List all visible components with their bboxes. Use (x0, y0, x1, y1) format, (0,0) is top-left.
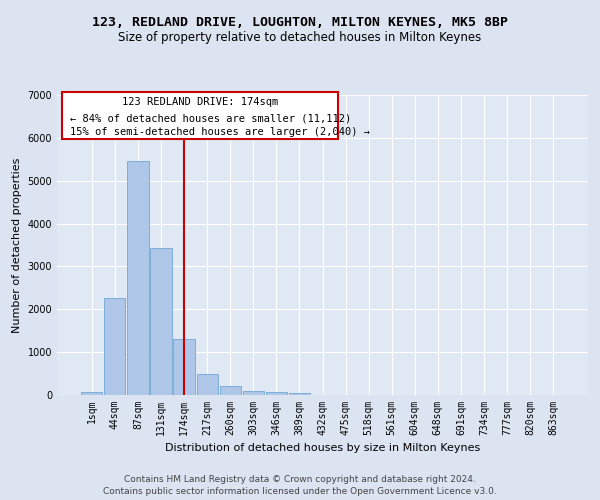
Text: Contains public sector information licensed under the Open Government Licence v3: Contains public sector information licen… (103, 488, 497, 496)
Text: 15% of semi-detached houses are larger (2,040) →: 15% of semi-detached houses are larger (… (70, 126, 370, 136)
Bar (220, 386, 241, 395)
Bar (289, 392, 310, 395)
Text: 123, REDLAND DRIVE, LOUGHTON, MILTON KEYNES, MK5 8BP: 123, REDLAND DRIVE, LOUGHTON, MILTON KEY… (92, 16, 508, 29)
Y-axis label: Number of detached properties: Number of detached properties (12, 158, 22, 332)
Text: Contains HM Land Registry data © Crown copyright and database right 2024.: Contains HM Land Registry data © Crown c… (124, 474, 476, 484)
FancyBboxPatch shape (62, 92, 338, 138)
Bar (242, 390, 264, 395)
Bar (173, 340, 194, 395)
Bar (127, 162, 149, 395)
Text: Size of property relative to detached houses in Milton Keynes: Size of property relative to detached ho… (118, 31, 482, 44)
Bar (266, 392, 287, 395)
Text: ← 84% of detached houses are smaller (11,112): ← 84% of detached houses are smaller (11… (70, 113, 352, 123)
Bar (197, 374, 218, 395)
Bar (81, 392, 103, 395)
Bar (151, 248, 172, 395)
Text: 123 REDLAND DRIVE: 174sqm: 123 REDLAND DRIVE: 174sqm (122, 96, 278, 106)
X-axis label: Distribution of detached houses by size in Milton Keynes: Distribution of detached houses by size … (165, 444, 480, 454)
Bar (104, 298, 125, 395)
